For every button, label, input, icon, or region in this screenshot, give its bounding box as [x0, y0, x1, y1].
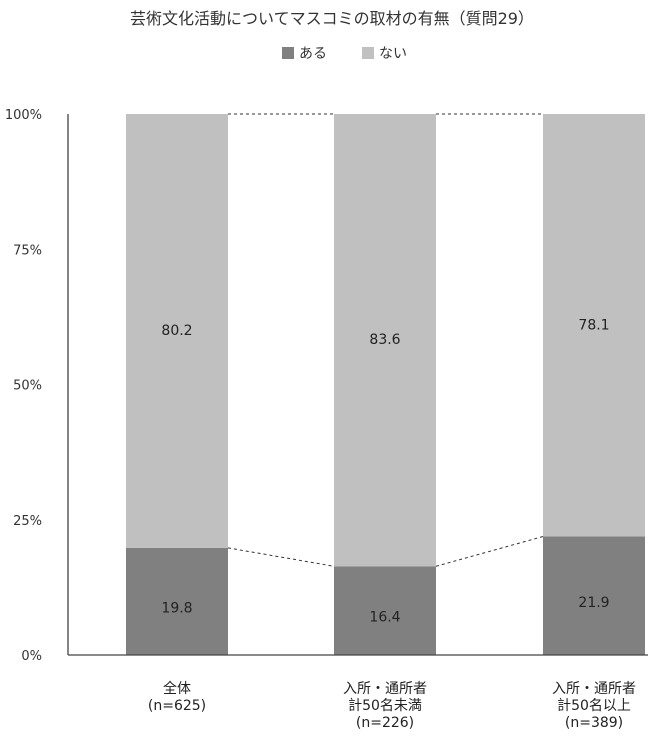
- data-label-nai-2: 78.1: [578, 317, 609, 333]
- legend-label-0: ある: [299, 46, 327, 62]
- chart-title: 芸術文化活動についてマスコミの取材の有無（質問29）: [130, 9, 534, 28]
- y-tick-label: 50%: [13, 379, 42, 394]
- x-axis: 全体(n=625)入所・通所者計50名未満(n=226)入所・通所者計50名以上…: [68, 654, 648, 731]
- bar-segment-nai-2: [543, 114, 645, 537]
- data-label-nai-1: 83.6: [369, 332, 400, 348]
- category-label-1: 入所・通所者: [343, 681, 427, 697]
- y-tick-label: 100%: [5, 108, 42, 123]
- legend-swatch-0: [282, 47, 294, 59]
- data-label-aru-2: 21.9: [578, 595, 609, 611]
- connector-line-segment: [227, 547, 335, 567]
- y-tick-label: 25%: [13, 514, 42, 529]
- category-label-1: 計50名未満: [348, 698, 422, 714]
- bar-segment-nai-1: [334, 114, 436, 567]
- bar-segment-aru-2: [543, 536, 645, 655]
- legend-label-1: ない: [379, 46, 407, 62]
- connector-line-segment: [435, 536, 544, 567]
- data-label-nai-0: 80.2: [161, 323, 192, 339]
- data-label-aru-0: 19.8: [161, 600, 192, 616]
- connector-lines: [227, 113, 544, 567]
- data-label-aru-1: 16.4: [369, 610, 400, 626]
- category-label-1: (n=226): [356, 715, 414, 731]
- category-label-2: 計50名以上: [557, 698, 631, 714]
- category-label-2: 入所・通所者: [552, 681, 636, 697]
- category-label-2: (n=389): [565, 715, 623, 731]
- bars: 19.8 80.2 16.4 83.6 21.9 78.1: [126, 114, 645, 655]
- bar-segment-aru-0: [126, 547, 228, 655]
- legend: ある ない: [282, 46, 407, 62]
- category-label-0: 全体: [163, 680, 191, 697]
- y-axis: 0% 25% 50% 75% 100%: [5, 108, 69, 664]
- bar-segment-nai-0: [126, 114, 228, 548]
- bar-segment-aru-1: [334, 566, 436, 655]
- category-label-0: (n=625): [148, 698, 206, 714]
- legend-swatch-1: [362, 47, 374, 59]
- y-tick-label: 75%: [13, 243, 42, 258]
- y-tick-label: 0%: [21, 649, 42, 664]
